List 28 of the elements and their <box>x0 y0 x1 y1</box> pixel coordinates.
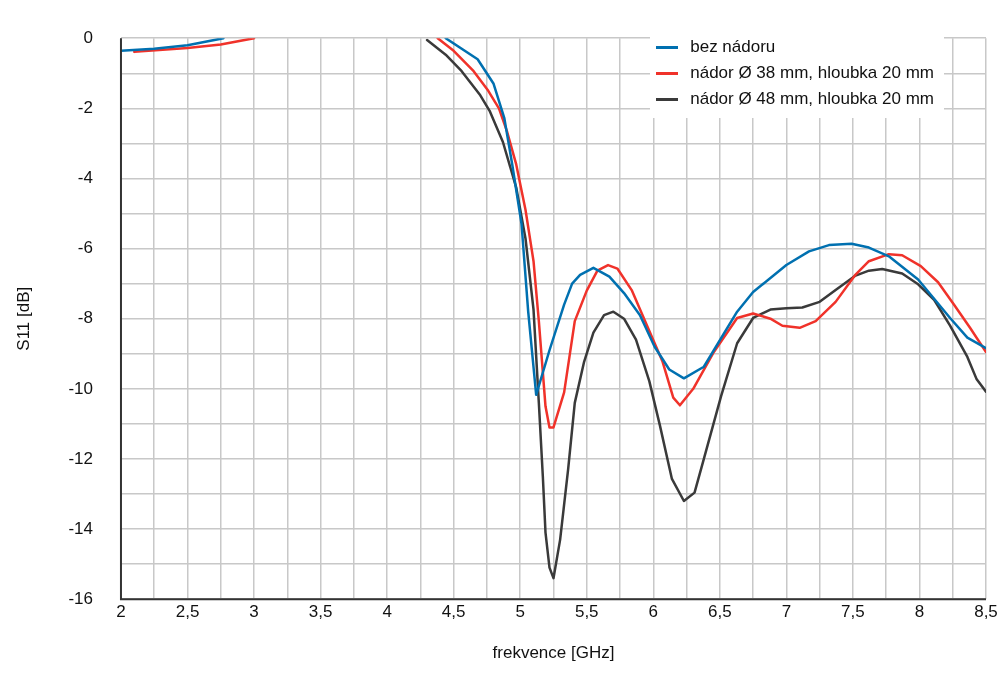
x-tick-label: 2 <box>116 602 126 622</box>
x-tick-label: 4,5 <box>441 602 466 622</box>
y-tick-label: -14 <box>68 518 93 538</box>
y-tick-label: -10 <box>68 378 93 398</box>
x-tick-label: 6,5 <box>708 602 732 622</box>
x-tick-label: 6 <box>648 602 659 622</box>
y-tick-label: -2 <box>77 98 93 118</box>
y-tick-label: -12 <box>68 448 93 468</box>
x-tick-label: 7 <box>781 602 792 622</box>
y-tick-label: -8 <box>77 308 93 328</box>
x-tick-label: 8 <box>914 602 925 622</box>
y-axis-title: S11 [dB] <box>13 286 33 351</box>
legend-label: bez nádoru <box>690 37 776 57</box>
y-tick-label: -6 <box>77 238 93 258</box>
legend-label: nádor Ø 48 mm, hloubka 20 mm <box>690 89 934 109</box>
x-tick-label: 4 <box>382 602 392 622</box>
y-tick-label: 0 <box>83 27 93 47</box>
y-tick-label: -4 <box>77 168 93 188</box>
x-tick-label: 3,5 <box>308 602 333 622</box>
x-tick-label: 7,5 <box>841 602 865 622</box>
x-tick-label: 5 <box>515 602 525 622</box>
legend-label: nádor Ø 38 mm, hloubka 20 mm <box>690 63 934 83</box>
x-tick-label: 5,5 <box>574 602 599 622</box>
x-tick-label: 3 <box>249 602 259 622</box>
x-tick-label: 8,5 <box>974 602 998 622</box>
x-axis-title: frekvence [GHz] <box>492 643 615 663</box>
y-tick-label: -16 <box>68 588 93 608</box>
x-tick-label: 2,5 <box>175 602 200 622</box>
